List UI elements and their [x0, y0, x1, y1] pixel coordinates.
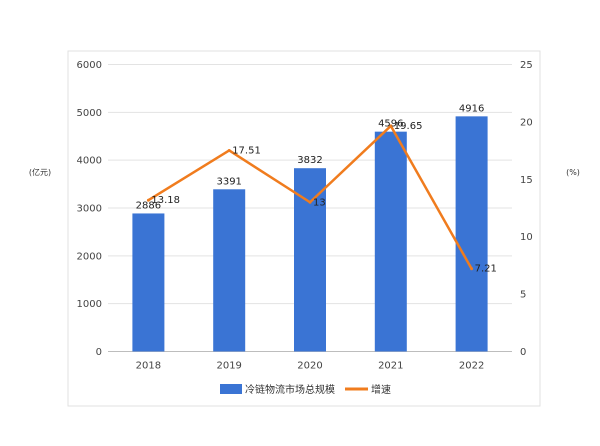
left-tick-label: 1000: [77, 299, 102, 310]
x-tick-label: 2021: [378, 361, 403, 372]
bar-value-label: 3832: [297, 155, 322, 166]
right-tick-label: 20: [520, 117, 533, 128]
legend-bar-swatch: [220, 384, 242, 394]
bar: [455, 116, 488, 352]
legend-line-label: 增速: [371, 383, 391, 396]
bar-value-label: 4916: [459, 103, 484, 114]
line-point: [227, 148, 231, 152]
bar: [374, 131, 407, 352]
left-tick-label: 6000: [77, 60, 102, 71]
bar-value-label: 3391: [216, 176, 241, 187]
line-value-label: 7.21: [475, 264, 497, 275]
x-tick-label: 2019: [216, 361, 241, 372]
x-axis-ticks: 2018 2019 2020 2021 2022: [136, 361, 485, 372]
line-series: [146, 124, 474, 271]
bar: [294, 168, 326, 352]
left-tick-label: 3000: [77, 204, 102, 215]
bar: [132, 213, 165, 352]
left-tick-label: 5000: [77, 108, 102, 119]
line-value-label: 13.18: [151, 195, 180, 206]
right-axis-ticks: 0 5 10 15 20 25: [520, 60, 533, 358]
left-axis-label: (亿元): [29, 167, 51, 177]
bar-value-label: 4596: [378, 119, 403, 130]
bar: [213, 189, 246, 352]
right-tick-label: 5: [520, 290, 526, 301]
x-tick-label: 2020: [297, 361, 322, 372]
right-tick-label: 0: [520, 347, 526, 358]
x-tick-label: 2022: [459, 361, 484, 372]
line-value-label: 17.51: [232, 145, 261, 156]
gridlines: [108, 64, 512, 352]
line-point: [308, 200, 312, 204]
line-point: [389, 124, 393, 128]
left-tick-label: 4000: [77, 156, 102, 167]
right-tick-label: 10: [520, 232, 533, 243]
line-point: [146, 198, 150, 202]
bar-series: [132, 116, 488, 352]
right-tick-label: 15: [520, 175, 533, 186]
legend-bar-label: 冷链物流市场总规模: [245, 383, 335, 396]
legend: 冷链物流市场总规模 增速: [220, 383, 391, 396]
bar-data-labels: 2886 3391 3832 4596 4916: [136, 103, 485, 211]
left-tick-label: 2000: [77, 251, 102, 262]
x-tick-label: 2018: [136, 361, 161, 372]
line-data-labels: 13.18 17.51 13 19.65 7.21: [151, 121, 496, 275]
left-tick-label: 0: [96, 347, 102, 358]
right-tick-label: 25: [520, 60, 533, 71]
left-axis-ticks: 0 1000 2000 3000 4000 5000 6000: [77, 60, 102, 358]
bar-value-label: 2886: [136, 200, 161, 211]
right-axis-label: (%): [566, 168, 580, 177]
line-value-label: 19.65: [394, 121, 423, 132]
line-value-label: 13: [313, 197, 326, 208]
line-point: [470, 267, 474, 271]
